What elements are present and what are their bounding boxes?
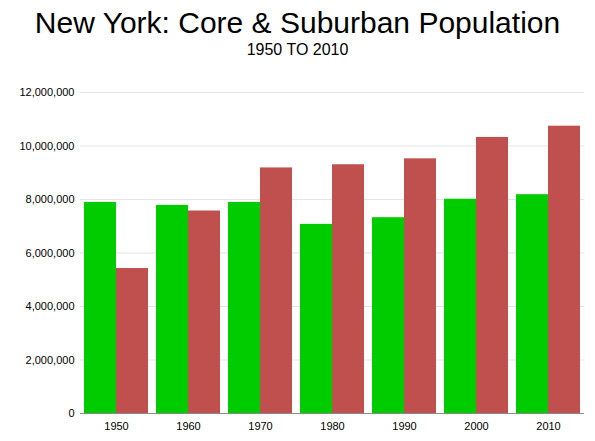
svg-text:0: 0	[68, 407, 74, 419]
svg-text:4,000,000: 4,000,000	[26, 300, 75, 312]
svg-text:10,000,000: 10,000,000	[19, 140, 74, 152]
svg-text:1980: 1980	[320, 420, 344, 432]
html-text:1950 TO 2010: 1950 TO 2010	[246, 41, 349, 58]
svg-text:2,000,000: 2,000,000	[26, 354, 75, 366]
svg-text:1960: 1960	[176, 420, 200, 432]
svg-text:1950: 1950	[104, 420, 128, 432]
svg-text:2010: 2010	[536, 420, 560, 432]
svg-text:1990: 1990	[392, 420, 416, 432]
svg-text:2000: 2000	[464, 420, 488, 432]
html-text:New York: Core & Suburban Popu: New York: Core & Suburban Population	[34, 6, 561, 39]
svg-text:8,000,000: 8,000,000	[26, 193, 75, 205]
svg-text:6,000,000: 6,000,000	[26, 247, 75, 259]
svg-text:1970: 1970	[248, 420, 272, 432]
svg-text:12,000,000: 12,000,000	[19, 86, 74, 98]
